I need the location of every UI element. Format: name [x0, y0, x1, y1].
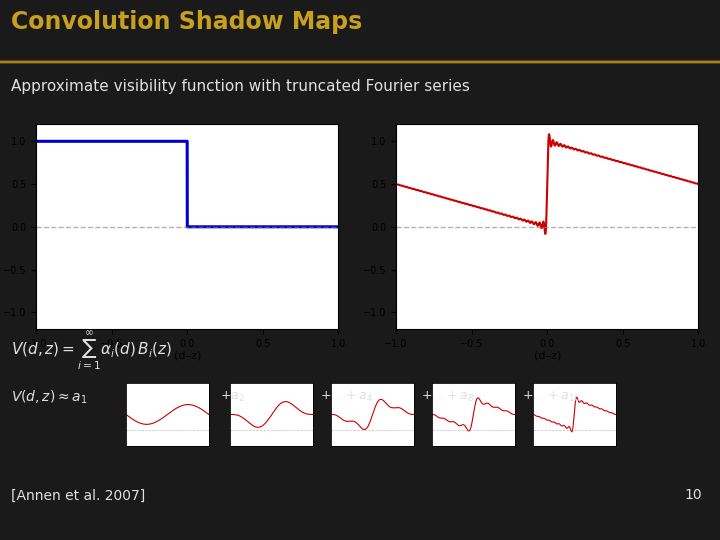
Text: $+..+a_4$: $+..+a_4$	[320, 390, 374, 404]
Text: $+..+a_8$: $+..+a_8$	[421, 390, 474, 404]
Text: $V(d,z) \approx a_1$: $V(d,z) \approx a_1$	[11, 389, 87, 406]
Text: $+..+a_{16}$: $+..+a_{16}$	[522, 390, 581, 404]
Text: Convolution Shadow Maps: Convolution Shadow Maps	[11, 10, 362, 33]
X-axis label: (d–z): (d–z)	[534, 350, 561, 361]
Text: [Annen et al. 2007]: [Annen et al. 2007]	[11, 489, 145, 502]
Text: Approximate visibility function with truncated Fourier series: Approximate visibility function with tru…	[11, 79, 469, 94]
Text: $+a_2$: $+a_2$	[220, 390, 244, 404]
X-axis label: (d–z): (d–z)	[174, 350, 201, 361]
Text: 10: 10	[685, 489, 702, 502]
Text: $V(d,z) = \sum_{i=1}^{\infty} \alpha_i(d)\, B_i(z)$: $V(d,z) = \sum_{i=1}^{\infty} \alpha_i(d…	[11, 329, 172, 373]
